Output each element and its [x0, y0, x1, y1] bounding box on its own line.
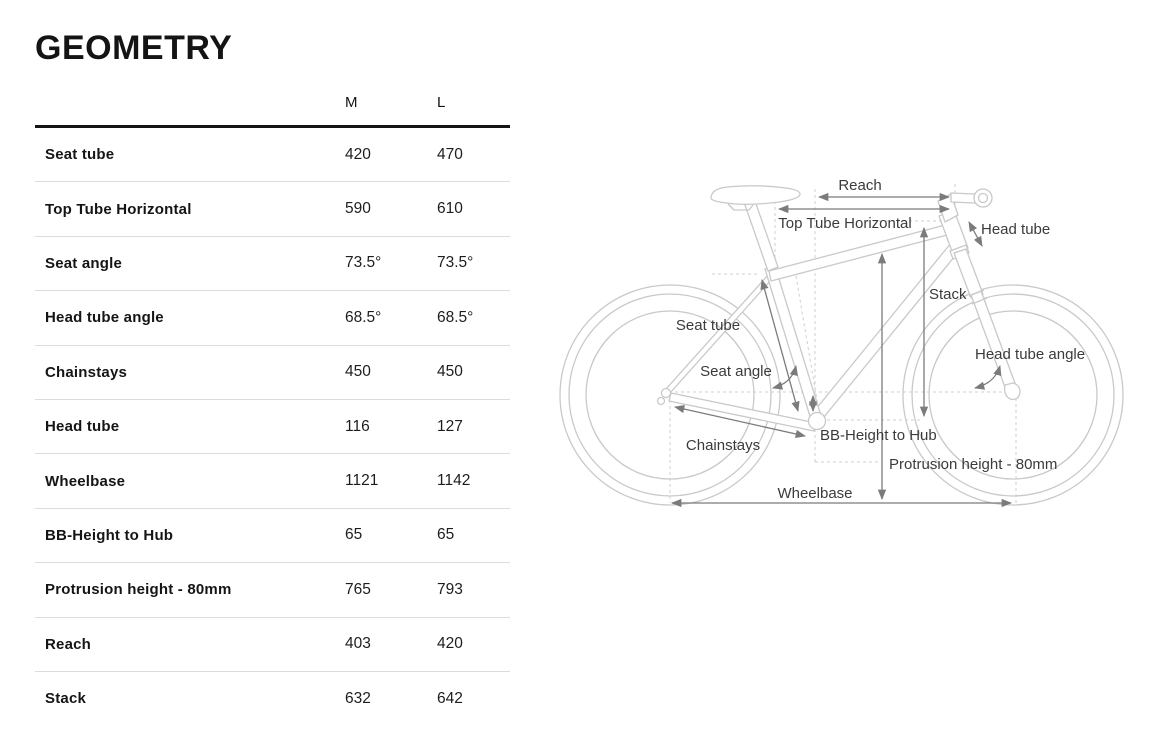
table-row: BB-Height to Hub 65 65: [35, 509, 510, 564]
row-label: Chainstays: [45, 363, 128, 381]
row-value-m: 116: [345, 417, 370, 435]
saddle: [710, 185, 801, 205]
rear-derailleur: [656, 396, 666, 406]
label-bb-height-to-hub: BB-Height to Hub: [820, 427, 937, 444]
fork-upper: [953, 248, 984, 299]
row-value-l: 610: [437, 200, 463, 218]
column-header-m: M: [345, 94, 358, 111]
label-seat-tube: Seat tube: [676, 317, 740, 334]
row-label: Head tube: [45, 418, 120, 436]
row-value-m: 68.5°: [345, 308, 382, 326]
row-value-l: 73.5°: [437, 254, 474, 272]
row-value-m: 590: [345, 200, 371, 218]
label-protrusion-height: Protrusion height - 80mm: [889, 456, 1057, 473]
row-value-m: 450: [345, 363, 371, 381]
row-label: Reach: [45, 635, 92, 653]
label-top-tube-horizontal: Top Tube Horizontal: [778, 215, 911, 232]
row-value-m: 403: [345, 635, 371, 653]
dimension-arrows: [670, 192, 1013, 508]
head-tube-angle-arc: [973, 365, 1002, 390]
row-value-m: 73.5°: [345, 254, 382, 272]
label-wheelbase: Wheelbase: [777, 485, 852, 502]
table-row: Reach 403 420: [35, 618, 510, 672]
handlebar: [950, 192, 976, 204]
row-value-l: 420: [437, 635, 463, 653]
label-seat-angle: Seat angle: [700, 363, 772, 380]
grip-ring-inner: [977, 192, 989, 204]
label-stack: Stack: [929, 286, 967, 303]
diagram-labels: Reach Top Tube Horizontal Head tube Stac…: [676, 177, 1085, 502]
down-tube: [815, 242, 960, 418]
row-value-l: 642: [437, 689, 463, 707]
table-header-rule: [35, 125, 510, 128]
row-label: Seat angle: [45, 254, 123, 272]
saddle-clamp: [727, 203, 754, 211]
column-header-l: L: [437, 94, 446, 111]
row-label: Top Tube Horizontal: [45, 200, 192, 218]
table-row: Head tube angle 68.5° 68.5°: [35, 291, 510, 346]
table-row: Protrusion height - 80mm 765 793: [35, 563, 510, 618]
front-dropout: [1003, 382, 1021, 400]
bike-geometry-diagram: Reach Top Tube Horizontal Head tube Stac…: [559, 177, 1124, 508]
row-label: Protrusion height - 80mm: [45, 581, 232, 599]
row-value-l: 68.5°: [437, 308, 474, 326]
row-value-l: 450: [437, 363, 463, 381]
row-value-l: 127: [437, 417, 463, 435]
table-row: Seat angle 73.5° 73.5°: [35, 237, 510, 292]
table-row: Stack 632 642: [35, 672, 510, 725]
seat-angle-arc: [771, 364, 798, 390]
label-chainstays: Chainstays: [686, 437, 760, 454]
row-value-m: 420: [345, 145, 371, 163]
row-value-l: 65: [437, 526, 455, 544]
row-label: BB-Height to Hub: [45, 526, 174, 544]
fork-crown-line-1: [968, 289, 985, 297]
seat-post: [744, 200, 779, 272]
geometry-table: Seat tube 420 470 Top Tube Horizontal 59…: [35, 128, 510, 725]
page-title: GEOMETRY: [35, 29, 233, 67]
label-reach: Reach: [838, 177, 881, 194]
table-row: Wheelbase 1121 1142: [35, 454, 510, 509]
row-label: Seat tube: [45, 146, 115, 164]
row-value-m: 632: [345, 689, 371, 707]
rear-hub: [660, 387, 672, 399]
label-head-tube: Head tube: [981, 221, 1050, 238]
front-wheel: [902, 284, 1124, 506]
table-row: Seat tube 420 470: [35, 128, 510, 183]
row-value-m: 65: [345, 526, 363, 544]
bottom-bracket: [807, 411, 827, 431]
row-value-l: 470: [437, 145, 463, 163]
table-row: Chainstays 450 450: [35, 346, 510, 400]
fork-crown-line-2: [971, 297, 988, 305]
row-value-l: 793: [437, 580, 463, 598]
row-label: Head tube angle: [45, 309, 164, 327]
fork-lower: [970, 290, 1017, 391]
row-label: Wheelbase: [45, 472, 126, 490]
chainstays-arrow: [673, 404, 807, 439]
row-label: Stack: [45, 690, 87, 708]
row-value-m: 765: [345, 580, 371, 598]
label-head-tube-angle: Head tube angle: [975, 346, 1085, 363]
head-tube-arrow: [968, 221, 983, 247]
table-row: Top Tube Horizontal 590 610: [35, 182, 510, 237]
row-value-l: 1142: [437, 472, 471, 490]
table-row: Head tube 116 127: [35, 400, 510, 455]
row-value-m: 1121: [345, 472, 379, 490]
